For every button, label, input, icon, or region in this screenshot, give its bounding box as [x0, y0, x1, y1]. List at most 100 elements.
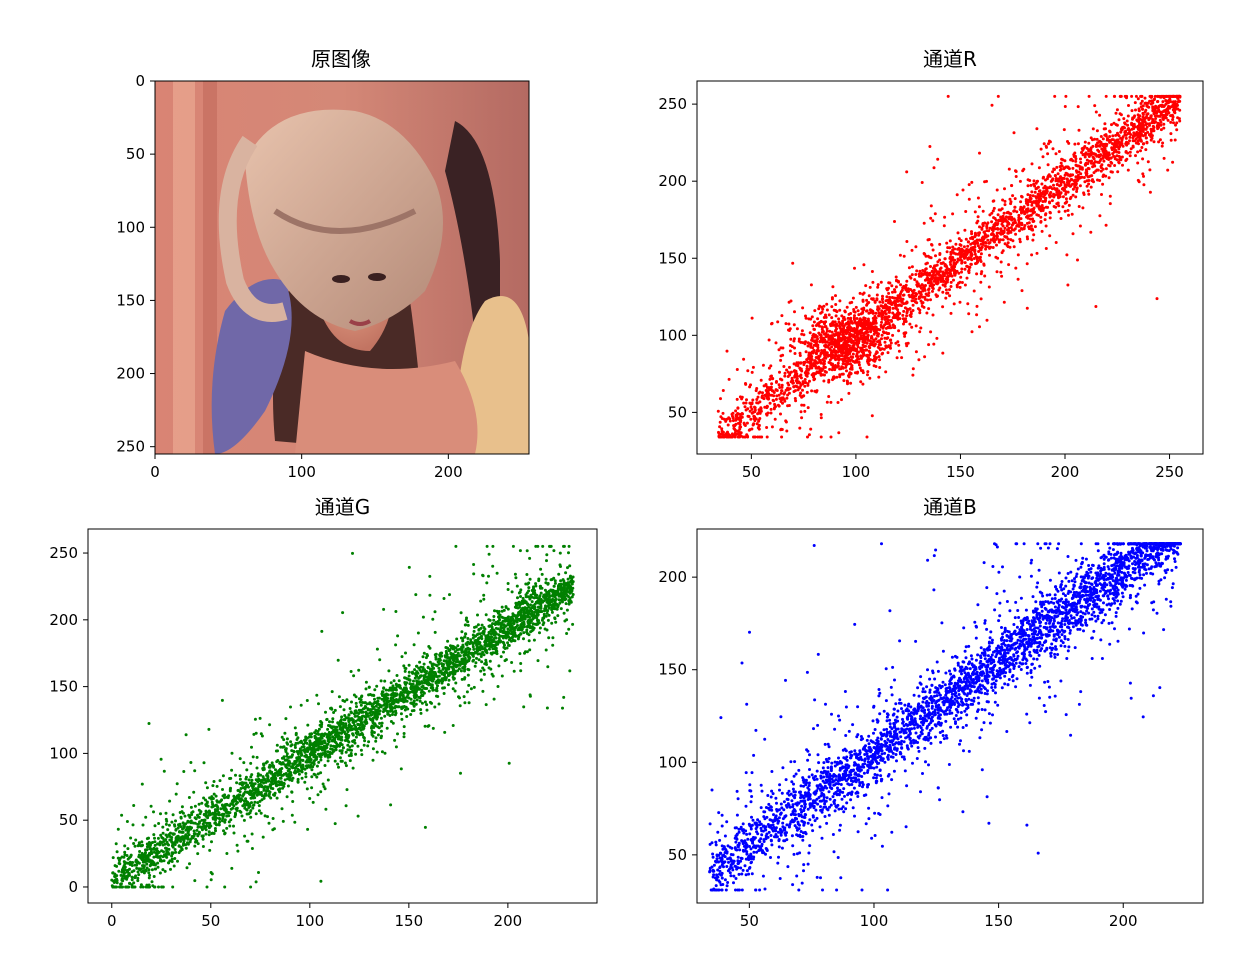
- scatter-point: [1071, 232, 1075, 236]
- scatter-point: [1145, 140, 1149, 144]
- scatter-point: [803, 384, 807, 388]
- scatter-point: [545, 559, 548, 563]
- scatter-point: [1017, 218, 1021, 222]
- scatter-point: [532, 638, 536, 642]
- scatter-point: [922, 221, 926, 225]
- scatter-point: [1007, 216, 1011, 220]
- scatter-point: [1145, 101, 1149, 105]
- scatter-point: [849, 348, 853, 352]
- scatter-point: [1055, 165, 1059, 169]
- scatter-point: [859, 334, 863, 338]
- scatter-point: [922, 288, 926, 292]
- scatter-point: [481, 689, 485, 693]
- scatter-point: [472, 572, 476, 576]
- scatter-point: [1171, 114, 1175, 118]
- scatter-point: [880, 311, 884, 315]
- scatter-point: [757, 418, 761, 422]
- scatter-point: [805, 364, 809, 368]
- scatter-point: [872, 354, 876, 358]
- scatter-point: [357, 668, 361, 672]
- scatter-point: [744, 401, 748, 405]
- scatter-point: [879, 280, 883, 284]
- scatter-point: [827, 395, 831, 398]
- scatter-point: [929, 330, 933, 334]
- scatter-point: [917, 272, 921, 276]
- scatter-point: [1087, 141, 1091, 145]
- scatter-point: [762, 384, 766, 388]
- scatter-point: [979, 297, 983, 301]
- scatter-point: [1032, 233, 1036, 237]
- scatter-point: [819, 336, 823, 340]
- scatter-point: [1052, 205, 1056, 208]
- scatter-point: [770, 374, 773, 378]
- scatter-point: [1161, 118, 1165, 121]
- scatter-point: [1178, 119, 1182, 123]
- scatter-point: [880, 333, 884, 337]
- scatter-point: [1071, 166, 1075, 170]
- scatter-point: [192, 790, 196, 794]
- scatter-point: [884, 320, 888, 324]
- scatter-point: [342, 708, 346, 712]
- scatter-point: [422, 651, 426, 655]
- scatter-point: [949, 285, 953, 288]
- scatter-point: [852, 327, 856, 331]
- scatter-point: [859, 380, 863, 384]
- scatter-point: [1076, 105, 1080, 109]
- scatter-point: [827, 337, 831, 341]
- scatter-point: [765, 406, 769, 410]
- scatter-point: [164, 811, 168, 815]
- scatter-point: [805, 390, 809, 394]
- scatter-point: [859, 331, 863, 335]
- scatter-point: [911, 291, 915, 295]
- scatter-point: [1169, 138, 1173, 142]
- scatter-point: [344, 764, 348, 768]
- scatter-point: [431, 726, 435, 730]
- scatter-point: [1100, 163, 1104, 167]
- scatter-point: [941, 290, 945, 294]
- scatter-point: [1041, 155, 1045, 159]
- scatter-point: [1124, 159, 1128, 162]
- scatter-point: [1121, 144, 1125, 148]
- scatter-point: [991, 229, 995, 233]
- scatter-point: [972, 241, 976, 245]
- scatter-point: [976, 241, 980, 245]
- scatter-point: [321, 782, 325, 786]
- scatter-point: [1087, 182, 1091, 186]
- scatter-point: [801, 394, 805, 398]
- scatter-point: [1141, 113, 1145, 116]
- scatter-point: [827, 313, 831, 317]
- scatter-point: [795, 361, 799, 365]
- scatter-point: [1087, 94, 1091, 98]
- scatter-point: [1054, 152, 1058, 156]
- scatter-point: [797, 386, 801, 390]
- scatter-point: [838, 299, 842, 303]
- scatter-point: [930, 243, 933, 246]
- scatter-point: [914, 350, 918, 354]
- scatter-point: [947, 268, 951, 271]
- scatter-point: [1001, 238, 1005, 242]
- scatter-point: [744, 408, 748, 412]
- scatter-point: [841, 372, 845, 376]
- scatter-point: [825, 308, 829, 312]
- scatter-point: [1030, 253, 1034, 257]
- scatter-point: [274, 749, 278, 753]
- scatter-point: [817, 365, 821, 369]
- scatter-point: [1117, 151, 1121, 154]
- scatter-point: [284, 717, 288, 721]
- scatter-point: [1065, 200, 1069, 204]
- scatter-point: [493, 609, 496, 613]
- scatter-point: [1118, 143, 1122, 147]
- scatter-point: [745, 398, 748, 402]
- scatter-point: [1073, 142, 1077, 146]
- scatter-point: [880, 320, 883, 324]
- scatter-point: [1020, 194, 1023, 198]
- scatter-point: [495, 571, 499, 575]
- scatter-point: [1040, 229, 1044, 233]
- scatter-point: [804, 314, 807, 318]
- scatter-point: [118, 862, 122, 866]
- scatter-point: [970, 230, 973, 234]
- scatter-point: [970, 248, 974, 252]
- scatter-point: [511, 544, 515, 548]
- scatter-point: [801, 388, 804, 392]
- scatter-point: [766, 411, 770, 415]
